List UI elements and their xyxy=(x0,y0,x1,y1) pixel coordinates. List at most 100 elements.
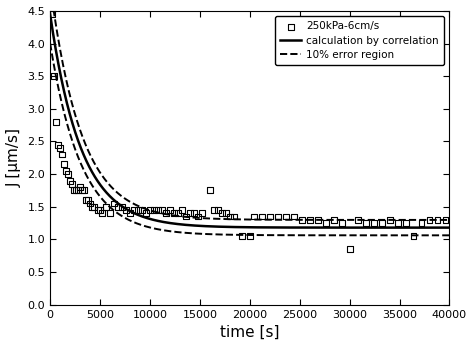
250kPa-6cm/s xyxy=(346,246,354,252)
250kPa-6cm/s xyxy=(130,207,138,213)
250kPa-6cm/s xyxy=(55,142,62,147)
250kPa-6cm/s xyxy=(198,211,206,216)
250kPa-6cm/s xyxy=(250,214,257,219)
250kPa-6cm/s xyxy=(150,207,158,213)
250kPa-6cm/s xyxy=(88,204,96,210)
250kPa-6cm/s xyxy=(170,211,178,216)
calculation by correlation xyxy=(223,225,229,229)
calculation by correlation xyxy=(209,225,214,229)
Line: calculation by correlation: calculation by correlation xyxy=(50,14,449,228)
250kPa-6cm/s xyxy=(66,178,74,184)
250kPa-6cm/s xyxy=(210,207,218,213)
250kPa-6cm/s xyxy=(306,217,313,222)
250kPa-6cm/s xyxy=(258,214,265,219)
250kPa-6cm/s xyxy=(314,217,321,222)
250kPa-6cm/s xyxy=(60,162,68,167)
calculation by correlation xyxy=(88,168,94,172)
250kPa-6cm/s xyxy=(166,207,173,213)
250kPa-6cm/s xyxy=(90,204,98,210)
10% error region xyxy=(88,154,94,159)
250kPa-6cm/s xyxy=(126,211,134,216)
250kPa-6cm/s xyxy=(338,220,346,226)
250kPa-6cm/s xyxy=(246,233,254,239)
250kPa-6cm/s xyxy=(98,211,106,216)
250kPa-6cm/s xyxy=(194,214,201,219)
Line: 10% error region: 10% error region xyxy=(50,0,449,220)
250kPa-6cm/s xyxy=(190,211,198,216)
250kPa-6cm/s xyxy=(426,217,433,222)
250kPa-6cm/s xyxy=(230,214,237,219)
10% error region xyxy=(447,218,452,222)
250kPa-6cm/s xyxy=(58,152,66,157)
250kPa-6cm/s xyxy=(362,220,369,226)
250kPa-6cm/s xyxy=(394,220,401,226)
calculation by correlation xyxy=(47,12,53,16)
250kPa-6cm/s xyxy=(110,201,118,206)
10% error region xyxy=(359,218,365,222)
250kPa-6cm/s xyxy=(330,217,337,222)
250kPa-6cm/s xyxy=(48,11,56,17)
X-axis label: time [s]: time [s] xyxy=(220,325,280,340)
250kPa-6cm/s xyxy=(74,188,82,193)
250kPa-6cm/s xyxy=(94,207,102,213)
250kPa-6cm/s xyxy=(206,188,214,193)
250kPa-6cm/s xyxy=(114,204,122,210)
250kPa-6cm/s xyxy=(122,207,130,213)
250kPa-6cm/s xyxy=(410,233,417,239)
250kPa-6cm/s xyxy=(118,204,126,210)
250kPa-6cm/s xyxy=(402,220,410,226)
250kPa-6cm/s xyxy=(68,181,76,187)
250kPa-6cm/s xyxy=(290,214,298,219)
250kPa-6cm/s xyxy=(442,217,449,222)
250kPa-6cm/s xyxy=(222,211,229,216)
250kPa-6cm/s xyxy=(86,201,94,206)
calculation by correlation xyxy=(321,226,327,230)
250kPa-6cm/s xyxy=(418,220,425,226)
250kPa-6cm/s xyxy=(378,220,385,226)
250kPa-6cm/s xyxy=(282,214,290,219)
10% error region xyxy=(366,218,372,222)
250kPa-6cm/s xyxy=(134,207,142,213)
250kPa-6cm/s xyxy=(434,217,441,222)
250kPa-6cm/s xyxy=(266,214,273,219)
calculation by correlation xyxy=(366,226,372,230)
250kPa-6cm/s xyxy=(106,211,114,216)
250kPa-6cm/s xyxy=(226,214,234,219)
250kPa-6cm/s xyxy=(146,207,154,213)
250kPa-6cm/s xyxy=(274,214,282,219)
10% error region xyxy=(223,217,229,221)
calculation by correlation xyxy=(359,226,365,230)
250kPa-6cm/s xyxy=(82,197,90,203)
250kPa-6cm/s xyxy=(178,207,186,213)
250kPa-6cm/s xyxy=(386,217,393,222)
250kPa-6cm/s xyxy=(52,119,60,125)
250kPa-6cm/s xyxy=(298,217,306,222)
250kPa-6cm/s xyxy=(72,188,80,193)
Legend: 250kPa-6cm/s, calculation by correlation, 10% error region: 250kPa-6cm/s, calculation by correlation… xyxy=(275,16,444,65)
250kPa-6cm/s xyxy=(154,207,162,213)
250kPa-6cm/s xyxy=(354,217,362,222)
250kPa-6cm/s xyxy=(138,207,146,213)
250kPa-6cm/s xyxy=(70,188,78,193)
250kPa-6cm/s xyxy=(76,184,84,190)
250kPa-6cm/s xyxy=(238,233,246,239)
250kPa-6cm/s xyxy=(50,74,58,79)
250kPa-6cm/s xyxy=(322,220,329,226)
250kPa-6cm/s xyxy=(158,207,166,213)
250kPa-6cm/s xyxy=(162,211,170,216)
250kPa-6cm/s xyxy=(84,197,92,203)
250kPa-6cm/s xyxy=(96,207,104,213)
250kPa-6cm/s xyxy=(142,211,150,216)
250kPa-6cm/s xyxy=(218,211,226,216)
250kPa-6cm/s xyxy=(64,171,72,177)
calculation by correlation xyxy=(447,226,452,230)
250kPa-6cm/s xyxy=(102,204,110,210)
250kPa-6cm/s xyxy=(62,168,70,174)
250kPa-6cm/s xyxy=(182,214,190,219)
10% error region xyxy=(209,217,214,221)
250kPa-6cm/s xyxy=(370,220,377,226)
250kPa-6cm/s xyxy=(78,188,86,193)
250kPa-6cm/s xyxy=(186,211,194,216)
250kPa-6cm/s xyxy=(214,207,222,213)
250kPa-6cm/s xyxy=(174,211,182,216)
